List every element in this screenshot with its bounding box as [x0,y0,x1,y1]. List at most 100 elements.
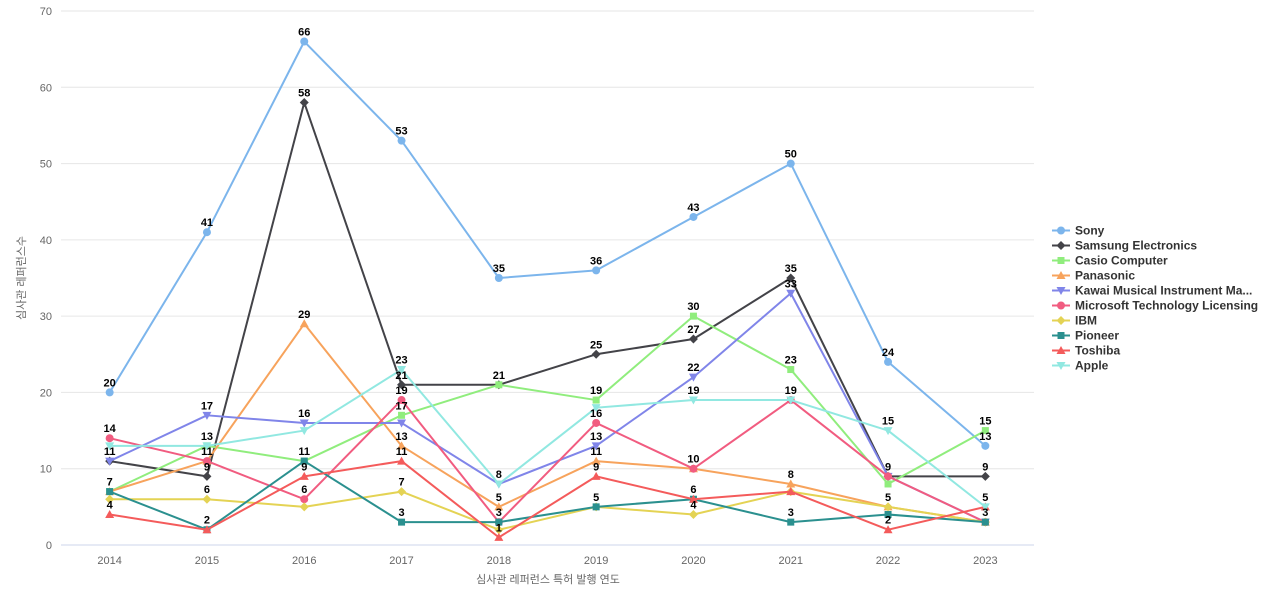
legend-item-label[interactable]: Kawai Musical Instrument Ma... [1075,284,1252,298]
data-point [592,266,601,275]
data-point [299,471,309,480]
data-point [689,312,697,320]
x-tick-label: 2014 [97,555,121,567]
data-point-label: 58 [298,88,310,100]
legend-item-samsung-electronics[interactable]: Samsung Electronics [1052,239,1197,253]
x-tick-label: 2022 [876,555,900,567]
series-line [109,315,986,493]
data-point [884,480,892,488]
series-microsoft-technology-licensing [105,396,990,527]
data-point-label: 15 [979,416,991,428]
legend-item-apple[interactable]: Apple [1052,359,1109,373]
data-point [299,502,309,512]
data-point-label: 13 [395,431,407,443]
series-line [109,460,986,531]
data-point [591,442,601,451]
legend-item-label[interactable]: Apple [1075,359,1109,373]
data-point [689,464,698,473]
legend-item-ibm[interactable]: IBM [1052,314,1097,328]
data-point [105,442,115,451]
legend-item-label[interactable]: Microsoft Technology Licensing [1075,299,1258,313]
gridlines [61,10,1034,546]
data-point [591,349,601,359]
data-point-label: 14 [104,423,117,435]
data-point-label: 5 [496,492,502,504]
legend-item-label[interactable]: Toshiba [1075,344,1120,358]
x-tick-label: 2020 [681,555,705,567]
data-point-label: 7 [107,477,113,489]
data-point [688,509,698,519]
data-point-label: 13 [201,431,213,443]
data-point [397,396,406,405]
legend-item-label[interactable]: Samsung Electronics [1075,239,1197,253]
legend-item-pioneer[interactable]: Pioneer [1052,329,1119,343]
data-point-label: 11 [298,446,310,458]
legend-marker-icon [1056,287,1066,295]
data-point [688,494,698,503]
y-tick-label: 50 [40,159,52,171]
legend-marker-icon [1057,301,1065,310]
data-point [299,319,309,328]
y-tick-label: 30 [40,311,52,323]
legend-item-label[interactable]: IBM [1075,314,1097,328]
data-point [202,411,212,420]
y-tick-label: 20 [40,387,52,399]
data-point-label: 3 [398,507,404,519]
data-point [105,388,114,397]
data-point-label: 41 [201,217,213,229]
data-point [397,441,407,450]
data-point-label: 9 [593,461,599,473]
legend-marker-icon [1056,241,1066,250]
data-point-label: 10 [687,454,699,466]
data-point [300,457,308,465]
data-point-label: 9 [301,461,307,473]
x-tick-label: 2017 [389,555,413,567]
legend-item-sony[interactable]: Sony [1052,224,1105,238]
data-point-label: 5 [593,492,599,504]
legend-item-microsoft-technology-licensing[interactable]: Microsoft Technology Licensing [1052,299,1258,313]
data-point [786,289,796,298]
legend-item-label[interactable]: Sony [1075,224,1105,238]
data-point [202,442,212,451]
legend-item-panasonic[interactable]: Panasonic [1052,269,1135,283]
x-tick-label: 2018 [487,555,511,567]
data-point [300,495,309,504]
data-point-label: 17 [395,400,407,412]
data-point-label: 3 [788,507,794,519]
data-point-label: 23 [395,355,407,367]
data-point [884,472,893,481]
data-point [495,381,503,389]
data-point [495,518,503,526]
legend-item-label[interactable]: Casio Computer [1075,254,1168,268]
data-point [981,518,989,526]
data-point [981,441,990,450]
data-point-label: 17 [201,400,213,412]
data-point-label: 50 [785,149,797,161]
legend-item-casio-computer[interactable]: Casio Computer [1052,254,1168,268]
legend-item-label[interactable]: Pioneer [1075,329,1119,343]
data-point-label: 19 [687,385,699,397]
series-lines [105,37,990,541]
data-point-label: 16 [298,408,310,420]
legend-item-kawai-musical-instrument-ma[interactable]: Kawai Musical Instrument Ma... [1052,284,1252,298]
data-point [884,357,893,366]
data-point [299,98,309,108]
data-point [592,396,600,404]
data-point-label: 30 [687,301,699,313]
data-point-label: 4 [690,499,697,511]
data-point-label: 25 [590,339,602,351]
series-casio-computer [106,312,989,496]
data-point-label: 8 [788,469,794,481]
series-sony [105,37,990,450]
data-point-label: 3 [496,507,502,519]
legend-item-label[interactable]: Panasonic [1075,269,1135,283]
data-point [105,509,115,518]
data-point [688,373,698,382]
x-tick-label: 2021 [779,555,803,567]
data-point [494,525,504,535]
data-point-label: 23 [785,355,797,367]
data-point [299,427,309,436]
legend-item-toshiba[interactable]: Toshiba [1052,344,1120,358]
data-point [494,480,504,489]
